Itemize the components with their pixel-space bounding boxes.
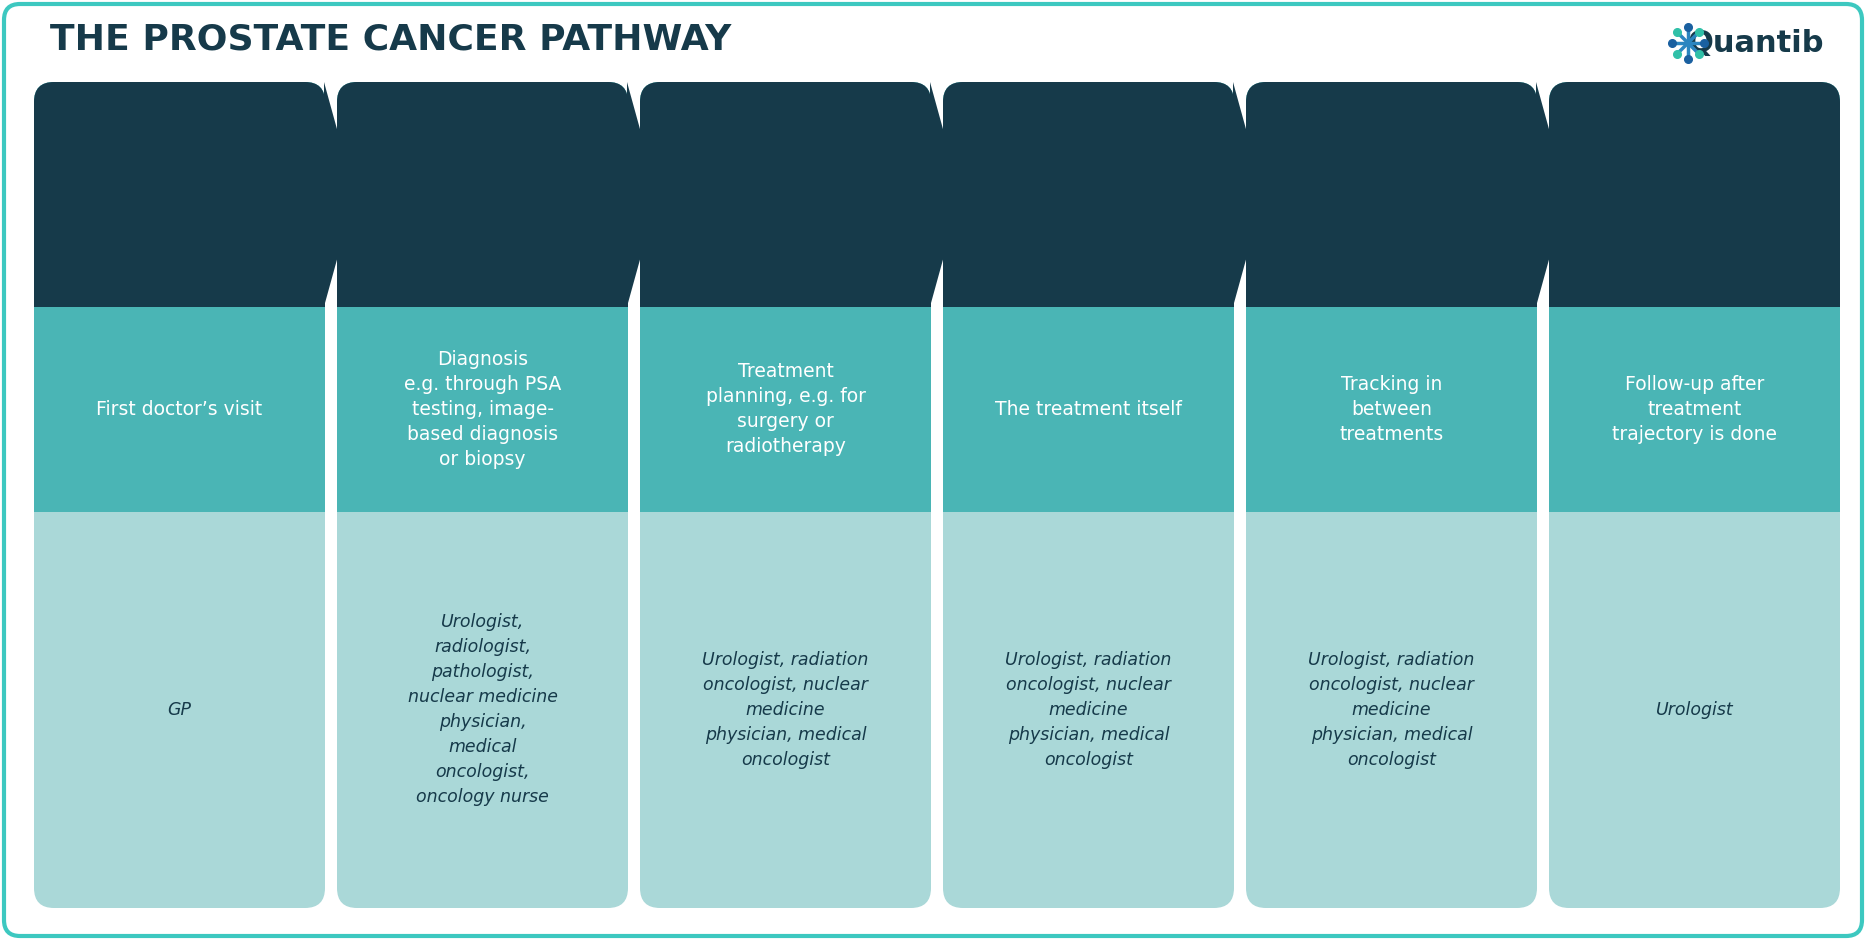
Text: Urologist, radiation
oncologist, nuclear
medicine
physician, medical
oncologist: Urologist, radiation oncologist, nuclear…: [702, 650, 870, 769]
Polygon shape: [1536, 82, 1567, 306]
FancyBboxPatch shape: [942, 82, 1233, 306]
Text: The treatment itself: The treatment itself: [995, 400, 1181, 418]
Polygon shape: [1549, 285, 1840, 306]
FancyBboxPatch shape: [338, 82, 629, 908]
Text: Urologist, radiation
oncologist, nuclear
medicine
physician, medical
oncologist: Urologist, radiation oncologist, nuclear…: [1006, 650, 1172, 769]
Polygon shape: [627, 82, 659, 306]
FancyBboxPatch shape: [34, 82, 325, 306]
FancyBboxPatch shape: [640, 82, 931, 511]
Text: Urologist,
radiologist,
pathologist,
nuclear medicine
physician,
medical
oncolog: Urologist, radiologist, pathologist, nuc…: [407, 613, 558, 807]
Polygon shape: [942, 285, 1233, 306]
Polygon shape: [325, 82, 355, 306]
FancyBboxPatch shape: [34, 82, 325, 908]
FancyBboxPatch shape: [1246, 82, 1538, 511]
Polygon shape: [34, 285, 325, 306]
FancyBboxPatch shape: [1549, 82, 1840, 908]
FancyBboxPatch shape: [338, 82, 629, 511]
FancyBboxPatch shape: [34, 82, 325, 511]
Polygon shape: [1246, 285, 1538, 306]
Polygon shape: [1233, 82, 1263, 306]
Text: Tracking in
between
treatments: Tracking in between treatments: [1340, 375, 1444, 444]
Polygon shape: [942, 490, 1233, 511]
Text: Urologist, radiation
oncologist, nuclear
medicine
physician, medical
oncologist: Urologist, radiation oncologist, nuclear…: [1308, 650, 1474, 769]
FancyBboxPatch shape: [942, 82, 1233, 908]
FancyBboxPatch shape: [4, 4, 1862, 936]
FancyBboxPatch shape: [1549, 82, 1840, 511]
Polygon shape: [929, 82, 961, 306]
FancyBboxPatch shape: [1246, 82, 1538, 306]
FancyBboxPatch shape: [1549, 82, 1840, 306]
Polygon shape: [34, 490, 325, 511]
Text: First doctor’s visit: First doctor’s visit: [97, 400, 263, 418]
Text: Urologist: Urologist: [1655, 700, 1734, 719]
Text: Quantib: Quantib: [1687, 28, 1825, 57]
Polygon shape: [640, 285, 931, 306]
Text: Diagnosis
e.g. through PSA
testing, image-
based diagnosis
or biopsy: Diagnosis e.g. through PSA testing, imag…: [403, 350, 562, 469]
FancyBboxPatch shape: [338, 82, 629, 306]
Polygon shape: [338, 285, 629, 306]
FancyBboxPatch shape: [640, 82, 931, 908]
Polygon shape: [1549, 490, 1840, 511]
Text: THE PROSTATE CANCER PATHWAY: THE PROSTATE CANCER PATHWAY: [50, 23, 731, 57]
Text: Treatment
planning, e.g. for
surgery or
radiotherapy: Treatment planning, e.g. for surgery or …: [705, 362, 866, 456]
Polygon shape: [640, 490, 931, 511]
Polygon shape: [338, 490, 629, 511]
FancyBboxPatch shape: [942, 82, 1233, 511]
Text: Follow-up after
treatment
trajectory is done: Follow-up after treatment trajectory is …: [1612, 375, 1776, 444]
FancyBboxPatch shape: [1246, 82, 1538, 908]
Text: GP: GP: [168, 700, 192, 719]
Polygon shape: [1246, 490, 1538, 511]
FancyBboxPatch shape: [640, 82, 931, 306]
